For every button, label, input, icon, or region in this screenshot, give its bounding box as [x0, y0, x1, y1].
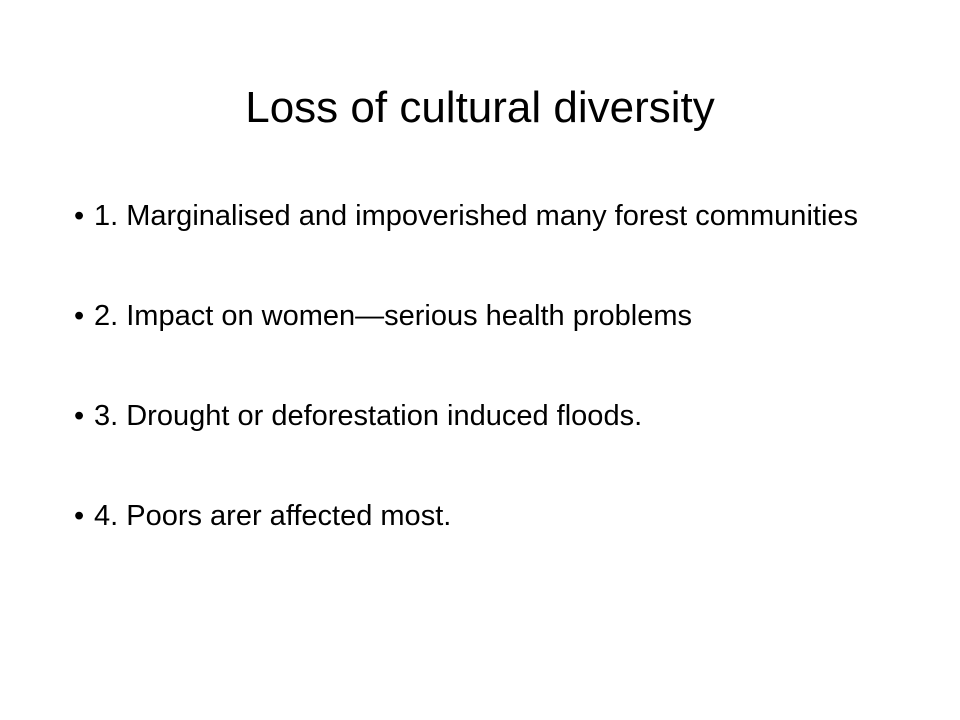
bullet-list: 1. Marginalised and impoverished many fo… — [72, 196, 892, 536]
bullet-item-2: 2. Impact on women—serious health proble… — [72, 296, 892, 336]
bullet-item-3: 3. Drought or deforestation induced floo… — [72, 396, 892, 436]
bullet-item-4: 4. Poors arer affected most. — [72, 496, 892, 536]
slide-title: Loss of cultural diversity — [245, 83, 715, 132]
bullet-item-1: 1. Marginalised and impoverished many fo… — [72, 196, 892, 236]
